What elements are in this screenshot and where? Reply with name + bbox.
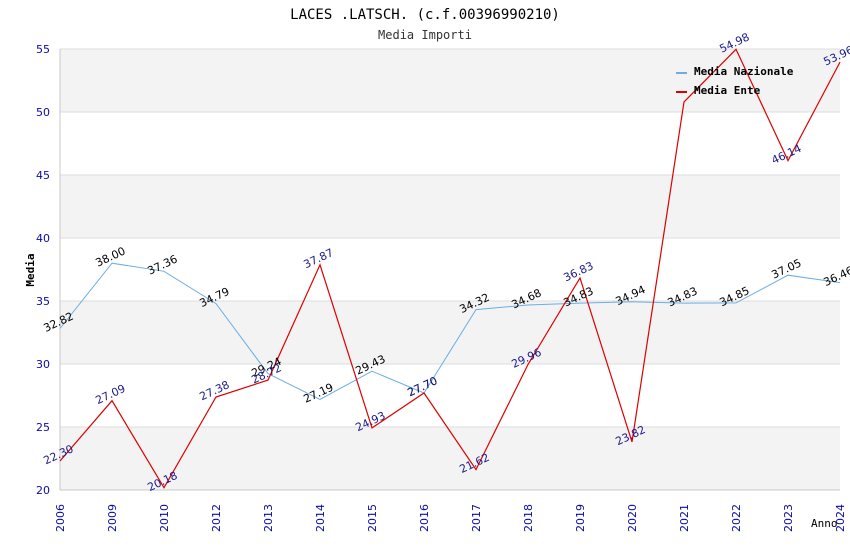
- x-tick-label: 2019: [574, 504, 587, 532]
- x-tick-label: 2014: [314, 504, 327, 532]
- grid-band: [60, 49, 840, 112]
- y-tick-label: 30: [36, 358, 50, 371]
- axes: [59, 49, 840, 491]
- tick-labels: 20 25 30 35 40 45 50 55 2006 2009 2010 2012 2013 2014…: [36, 43, 847, 532]
- y-tick-label: 35: [36, 295, 50, 308]
- x-tick-label: 2006: [54, 504, 67, 532]
- series-line: [59, 262, 841, 400]
- x-axis-label: Anno: [811, 517, 838, 530]
- x-tick-label: 2021: [678, 504, 691, 532]
- y-tick-label: 55: [36, 43, 50, 56]
- series-lines: [59, 48, 841, 489]
- x-tick-label: 2012: [210, 504, 223, 532]
- series-line: [59, 48, 841, 489]
- x-tick-label: 2017: [470, 504, 483, 532]
- chart-title: LACES .LATSCH. (c.f.00396990210): [290, 7, 560, 23]
- chart-subtitle: Media Importi: [378, 28, 472, 42]
- x-tick-label: 2023: [782, 504, 795, 532]
- y-tick-label: 45: [36, 169, 50, 182]
- grid-band: [60, 175, 840, 238]
- x-tick-label: 2015: [366, 504, 379, 532]
- grid-bands: [60, 49, 840, 490]
- y-tick-label: 20: [36, 484, 50, 497]
- x-tick-label: 2020: [626, 504, 639, 532]
- x-tick-label: 2010: [158, 504, 171, 532]
- y-tick-label: 40: [36, 232, 50, 245]
- x-tick-label: 2009: [106, 504, 119, 532]
- grid-band: [60, 301, 840, 364]
- grid-lines: [60, 48, 840, 491]
- x-tick-label: 2024: [834, 504, 847, 532]
- y-axis-label: Media: [24, 253, 37, 286]
- x-tick-label: 2018: [522, 504, 535, 532]
- legend-label-media-ente: Media Ente: [694, 84, 761, 97]
- legend-label-media-nazionale: Media Nazionale: [694, 65, 794, 78]
- grid-band: [60, 427, 840, 490]
- legend: Media Nazionale Media Ente: [676, 65, 794, 97]
- x-tick-label: 2022: [730, 504, 743, 532]
- y-tick-label: 50: [36, 106, 50, 119]
- x-tick-label: 2016: [418, 504, 431, 532]
- y-tick-label: 25: [36, 421, 50, 434]
- x-tick-label: 2013: [262, 504, 275, 532]
